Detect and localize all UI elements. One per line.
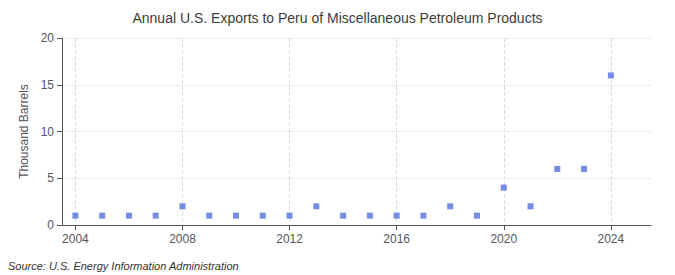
svg-text:15: 15 [41,78,55,92]
svg-text:2024: 2024 [597,232,624,246]
svg-text:2016: 2016 [383,232,410,246]
svg-text:2008: 2008 [169,232,196,246]
svg-text:5: 5 [47,171,54,185]
svg-text:2004: 2004 [62,232,89,246]
svg-text:10: 10 [41,125,55,139]
svg-text:2020: 2020 [490,232,517,246]
svg-text:Annual U.S. Exports to Peru of: Annual U.S. Exports to Peru of Miscellan… [132,10,542,26]
svg-text:Source: U.S. Energy Informatio: Source: U.S. Energy Information Administ… [8,260,239,272]
svg-text:0: 0 [47,218,54,232]
svg-text:20: 20 [41,31,55,45]
svg-text:2012: 2012 [276,232,303,246]
svg-text:Thousand Barrels: Thousand Barrels [17,84,31,179]
